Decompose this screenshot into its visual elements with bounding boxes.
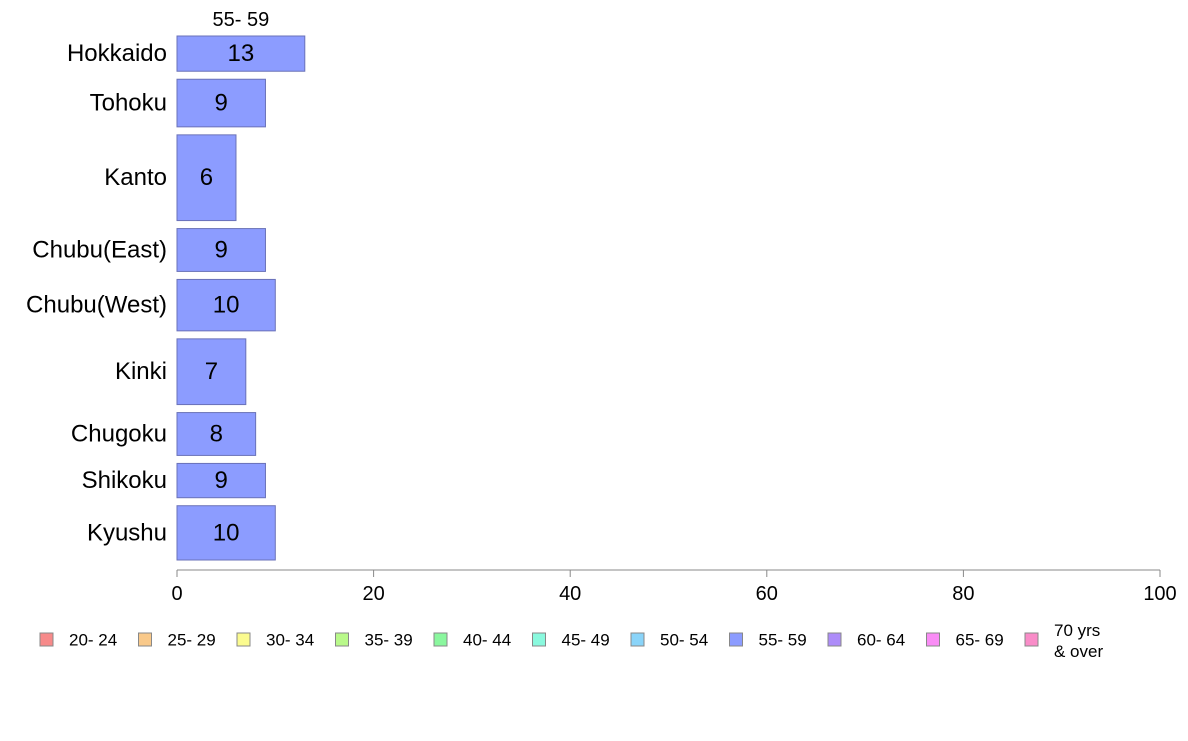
category-label: Kyushu (87, 519, 167, 546)
bars-group: 13 Hokkaido 9 Tohoku 6 Kanto 9 Chubu(East) 10 Chu… (26, 9, 306, 561)
legend-label: 60- 64 (857, 631, 905, 650)
bar-kanto (176, 134, 237, 222)
x-tick-label: 100 (1143, 583, 1176, 605)
category-label: Chubu(East) (32, 237, 167, 264)
bar-value-label: 7 (205, 358, 218, 385)
x-tick-label: 40 (559, 583, 581, 605)
bar-value-label: 10 (213, 292, 240, 319)
category-label: Kanto (104, 164, 167, 191)
legend-label: 40- 44 (463, 631, 511, 650)
category-label: Chubu(West) (26, 292, 167, 319)
legend-label: 25- 29 (168, 631, 216, 650)
bar-value-label: 9 (215, 237, 228, 264)
x-tick-label: 60 (756, 583, 778, 605)
legend-swatch (1024, 632, 1039, 647)
legend-label: 50- 54 (660, 631, 708, 650)
legend-swatch (39, 632, 54, 647)
legend-swatch (926, 632, 940, 647)
bar-shikoku (176, 462, 266, 499)
legend-label: 35- 39 (365, 631, 413, 650)
legend-swatch (827, 632, 842, 647)
legend-label: 65- 69 (956, 631, 1004, 650)
bar-value-label: 8 (210, 421, 223, 448)
bar-value-label: 6 (200, 164, 213, 191)
category-label: Kinki (115, 358, 167, 385)
bar-value-label: 13 (228, 40, 255, 67)
series-top-label: 55- 59 (213, 9, 270, 31)
legend-swatch (138, 632, 152, 647)
bar-tohoku (176, 78, 266, 128)
bar-chugoku (176, 412, 257, 456)
category-label: Chugoku (71, 421, 167, 448)
legend-label: 55- 59 (759, 631, 807, 650)
legend-label: 70 yrs & over (1054, 621, 1103, 661)
category-label: Tohoku (90, 90, 167, 117)
legend-swatch (335, 632, 349, 647)
legend-label-line: 70 yrs (1054, 621, 1100, 640)
x-tick-label: 80 (952, 583, 974, 605)
legend-label: 20- 24 (69, 631, 117, 650)
bar-chubu-east- (176, 228, 266, 272)
bar-chubu-west- (176, 278, 276, 332)
bar-kinki (176, 338, 247, 406)
bar-value-label: 9 (215, 90, 228, 117)
x-tick-label: 20 (362, 583, 384, 605)
legend-swatch (729, 632, 743, 647)
legend: 20- 24 25- 29 30- 34 35- 39 40- 44 45- 49 50- … (39, 621, 1103, 661)
legend-label: 30- 34 (266, 631, 314, 650)
category-label: Shikoku (82, 467, 167, 494)
bar-value-label: 10 (213, 519, 240, 546)
legend-swatch (433, 632, 448, 647)
legend-label-line: & over (1054, 642, 1103, 661)
x-axis: 0 20 40 60 80 100 (171, 569, 1177, 605)
category-label: Hokkaido (67, 40, 167, 67)
bar-kyushu (176, 505, 276, 561)
bar-hokkaido (176, 35, 306, 72)
legend-swatch (532, 632, 546, 647)
legend-swatch (630, 632, 645, 647)
legend-swatch (236, 632, 251, 647)
bar-value-label: 9 (215, 467, 228, 494)
x-tick-label: 0 (171, 583, 182, 605)
legend-label: 45- 49 (562, 631, 610, 650)
